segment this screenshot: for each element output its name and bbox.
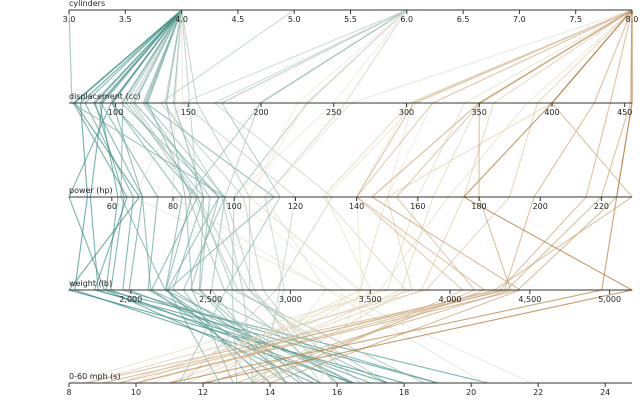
tick-label: 3.5 [119,15,132,24]
tick-label: 4,000 [439,295,462,304]
tick-label: 24 [600,388,610,397]
axis-title: weight (lb) [69,279,112,288]
axis-title: displacement (cc) [69,92,141,101]
tick-label: 6.0 [400,15,413,24]
tick-label: 400 [544,108,559,117]
tick-label: 180 [471,202,486,211]
axes: cylinders 3.0 3.5 4.0 4.5 5.0 5.5 6.0 6.5 7.0 7.5 8… [63,0,639,397]
tick-label: 200 [533,202,548,211]
tick-label: 350 [472,108,487,117]
tick-label: 3,500 [359,295,382,304]
tick-label: 20 [466,388,476,397]
tick-label: 5.0 [288,15,301,24]
tick-label: 300 [399,108,414,117]
tick-label: 200 [253,108,268,117]
tick-label: 120 [288,202,303,211]
tick-label: 16 [332,388,342,397]
tick-label: 250 [326,108,341,117]
tick-label: 12 [198,388,208,397]
tick-label: 7.0 [513,15,526,24]
tick-label: 5.5 [344,15,357,24]
tick-label: 4,500 [518,295,541,304]
tick-label: 4.5 [232,15,245,24]
tick-label: 5,000 [598,295,621,304]
tick-label: 7.5 [569,15,582,24]
tick-label: 100 [108,108,123,117]
tick-label: 18 [399,388,409,397]
tick-label: 14 [265,388,275,397]
tick-label: 450 [617,108,632,117]
tick-label: 22 [533,388,543,397]
tick-label: 6.5 [457,15,470,24]
tick-label: 8 [66,388,71,397]
tick-label: 100 [227,202,242,211]
tick-label: 10 [131,388,141,397]
tick-label: 8.0 [626,15,639,24]
tick-label: 150 [181,108,196,117]
tick-label: 3,000 [279,295,302,304]
axis-title: cylinders [69,0,105,8]
tick-label: 160 [410,202,425,211]
tick-label: 140 [349,202,364,211]
axis-title: power (hp) [69,186,113,195]
tick-label: 2,500 [199,295,222,304]
tick-label: 80 [168,202,178,211]
tick-label: 220 [594,202,609,211]
tick-label: 3.0 [63,15,76,24]
tick-label: 60 [107,202,117,211]
axis-title: 0-60 mph (s) [69,372,121,381]
tick-label: 4.0 [175,15,188,24]
tick-label: 2,000 [119,295,142,304]
